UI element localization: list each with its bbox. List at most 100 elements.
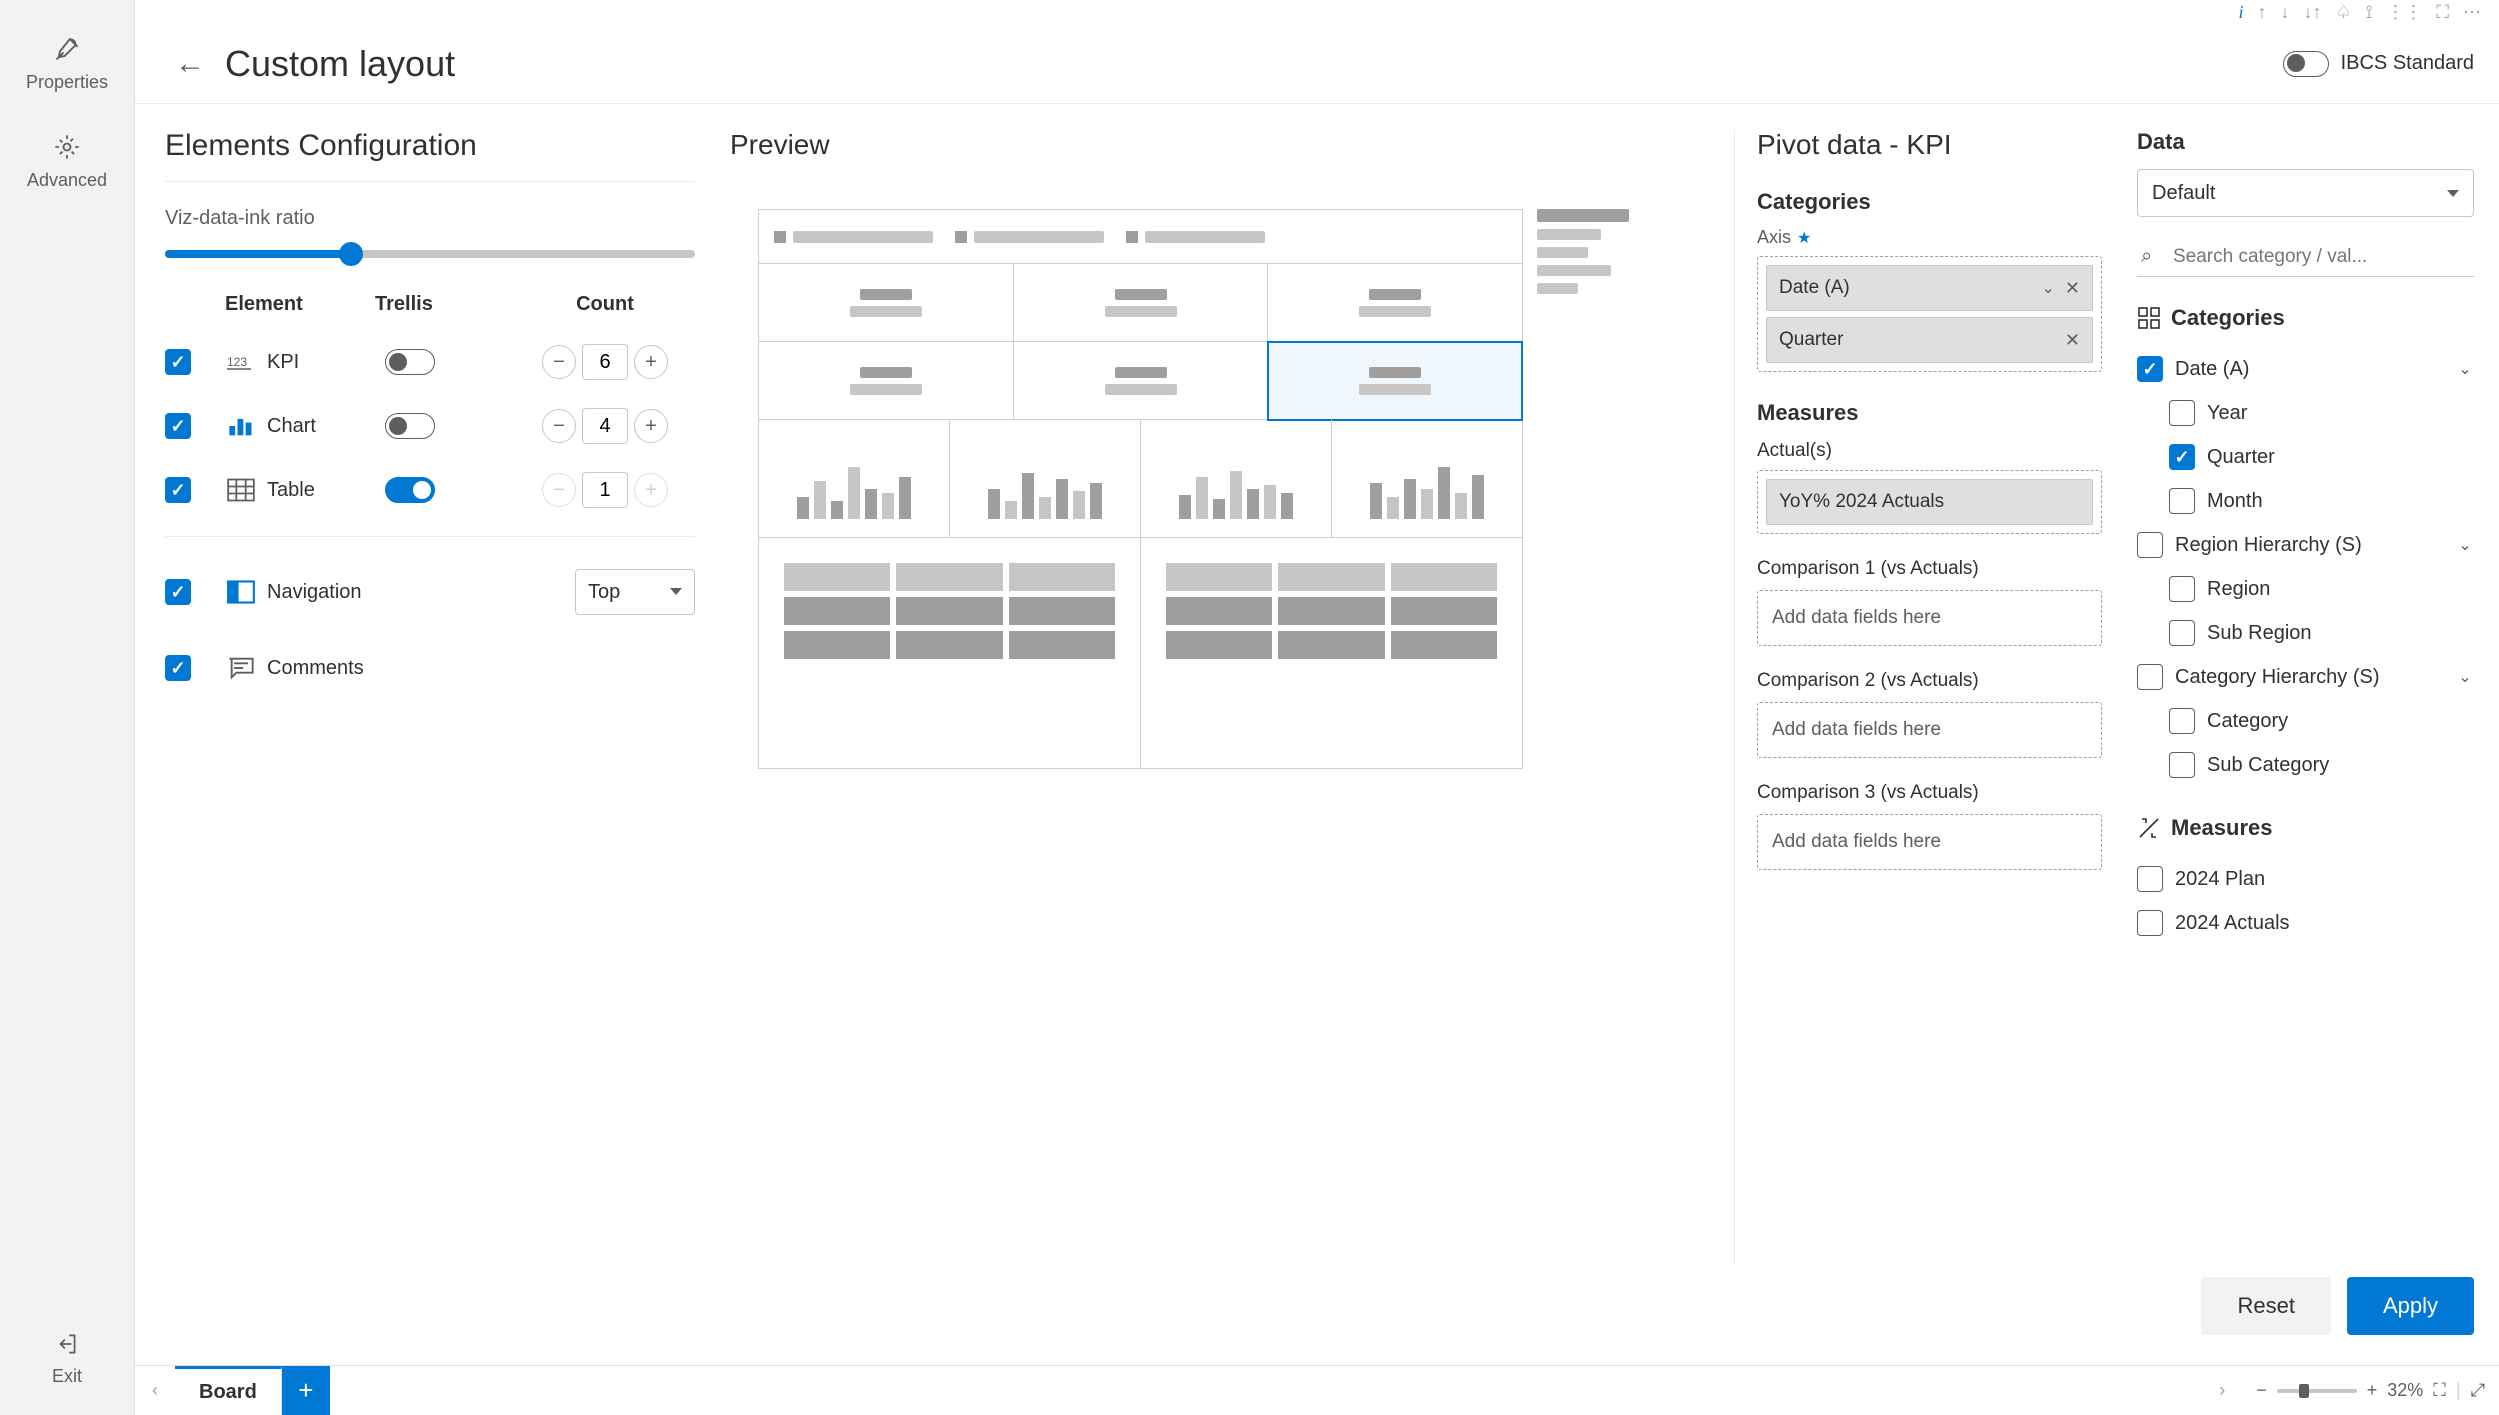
tree-parent[interactable]: Region Hierarchy (S) ⌄ bbox=[2137, 523, 2474, 567]
chart-trellis-toggle[interactable] bbox=[385, 413, 435, 439]
tab-prev[interactable]: ‹ bbox=[135, 1366, 175, 1415]
preview-chart-cell[interactable] bbox=[1332, 420, 1522, 538]
chevron-down-icon[interactable]: ⌄ bbox=[2456, 359, 2474, 379]
focus-icon[interactable]: ⛶ bbox=[2436, 2, 2449, 23]
preview-chart-cell[interactable] bbox=[759, 420, 950, 538]
comparison-drop-zone[interactable]: Add data fields here bbox=[1757, 814, 2102, 870]
tree-label: Region Hierarchy (S) bbox=[2175, 534, 2444, 557]
actuals-drop-zone[interactable]: YoY% 2024 Actuals bbox=[1757, 470, 2102, 534]
search-input[interactable] bbox=[2137, 237, 2474, 277]
kpi-trellis-toggle[interactable] bbox=[385, 349, 435, 375]
pin-icon[interactable]: ⟟ bbox=[2366, 2, 2373, 23]
zoom-slider[interactable] bbox=[2277, 1389, 2357, 1393]
tree-child[interactable]: Sub Region bbox=[2137, 611, 2474, 655]
fit-icon[interactable]: ⛶ bbox=[2433, 1380, 2446, 1401]
hierarchy-icon[interactable]: ♤ bbox=[2336, 2, 2352, 23]
chart-count-input[interactable] bbox=[582, 408, 628, 444]
chevron-down-icon[interactable]: ⌄ bbox=[2042, 278, 2055, 298]
tree-child[interactable]: Month bbox=[2137, 479, 2474, 523]
chart-increment[interactable]: + bbox=[634, 409, 668, 443]
preview-kpi-cell[interactable] bbox=[759, 264, 1014, 342]
preview-kpi-cell[interactable] bbox=[1014, 342, 1269, 420]
kpi-increment[interactable]: + bbox=[634, 345, 668, 379]
preview-kpi-cell[interactable] bbox=[759, 342, 1014, 420]
pivot-title: Pivot data - KPI bbox=[1757, 129, 2102, 161]
preview-kpi-cell[interactable] bbox=[1268, 264, 1522, 342]
back-button[interactable]: ← bbox=[155, 47, 225, 81]
arrow-down-icon[interactable]: ↓ bbox=[2281, 2, 2290, 23]
tree-child[interactable]: Category bbox=[2137, 699, 2474, 743]
table-trellis-toggle[interactable] bbox=[385, 477, 435, 503]
comparison-drop-zone[interactable]: Add data fields here bbox=[1757, 590, 2102, 646]
remove-chip-icon[interactable]: ✕ bbox=[2065, 330, 2080, 351]
kpi-count-input[interactable] bbox=[582, 344, 628, 380]
add-sheet-button[interactable]: + bbox=[282, 1366, 330, 1415]
kpi-label: KPI bbox=[267, 351, 299, 374]
tree-checkbox[interactable] bbox=[2169, 708, 2195, 734]
tree-child[interactable]: Sub Category bbox=[2137, 743, 2474, 787]
tree-child[interactable]: Region bbox=[2137, 567, 2474, 611]
filter-icon[interactable]: ⋮⋮ bbox=[2386, 2, 2422, 23]
tree-checkbox[interactable] bbox=[2169, 488, 2195, 514]
tree-checkbox[interactable] bbox=[2137, 532, 2163, 558]
tree-parent[interactable]: Date (A)⌄ bbox=[2137, 347, 2474, 391]
tree-parent[interactable]: Category Hierarchy (S)⌄ bbox=[2137, 655, 2474, 699]
more-icon[interactable]: ⋯ bbox=[2463, 2, 2481, 23]
preview-table-cell[interactable] bbox=[1141, 538, 1522, 768]
tree-child[interactable]: Year bbox=[2137, 391, 2474, 435]
tree-categories-header: Categories bbox=[2171, 305, 2285, 331]
chart-decrement[interactable]: − bbox=[542, 409, 576, 443]
preview-kpi-cell[interactable] bbox=[1014, 264, 1269, 342]
tree-checkbox[interactable] bbox=[2137, 866, 2163, 892]
nav-checkbox[interactable] bbox=[165, 579, 191, 605]
axis-chip[interactable]: Date (A)⌄✕ bbox=[1766, 265, 2093, 311]
preview-kpi-cell[interactable] bbox=[1268, 342, 1522, 420]
preview-chart-cell[interactable] bbox=[950, 420, 1141, 538]
chart-checkbox[interactable] bbox=[165, 413, 191, 439]
properties-tab[interactable]: Properties bbox=[0, 20, 134, 118]
tree-checkbox[interactable] bbox=[2169, 444, 2195, 470]
advanced-tab[interactable]: Advanced bbox=[0, 118, 134, 216]
comments-checkbox[interactable] bbox=[165, 655, 191, 681]
preview-table-cell[interactable] bbox=[759, 538, 1141, 768]
ibcs-toggle[interactable] bbox=[2283, 51, 2329, 77]
layout-preview[interactable] bbox=[758, 209, 1523, 769]
apply-button[interactable]: Apply bbox=[2347, 1277, 2474, 1335]
zoom-out[interactable]: − bbox=[2256, 1380, 2267, 1401]
table-count-input[interactable] bbox=[582, 472, 628, 508]
arrow-up-icon[interactable]: ↑ bbox=[2258, 2, 2267, 23]
axis-chip[interactable]: Quarter✕ bbox=[1766, 317, 2093, 363]
data-source-select[interactable]: Default bbox=[2137, 169, 2474, 217]
reset-button[interactable]: Reset bbox=[2201, 1277, 2330, 1335]
tree-measure[interactable]: 2024 Plan bbox=[2137, 857, 2474, 901]
comparison-drop-zone[interactable]: Add data fields here bbox=[1757, 702, 2102, 758]
remove-chip-icon[interactable]: ✕ bbox=[2065, 278, 2080, 299]
info-icon[interactable]: i bbox=[2239, 2, 2244, 23]
chevron-down-icon[interactable]: ⌄ bbox=[2456, 667, 2474, 687]
axis-drop-zone[interactable]: Date (A)⌄✕Quarter✕ bbox=[1757, 256, 2102, 372]
tree-checkbox[interactable] bbox=[2169, 400, 2195, 426]
nav-position-select[interactable]: Top bbox=[575, 569, 695, 615]
tree-checkbox[interactable] bbox=[2169, 752, 2195, 778]
viz-ink-slider[interactable] bbox=[165, 250, 695, 258]
slider-thumb[interactable] bbox=[339, 242, 363, 266]
tree-measure[interactable]: 2024 Actuals bbox=[2137, 901, 2474, 945]
measure-chip[interactable]: YoY% 2024 Actuals bbox=[1766, 479, 2093, 525]
tree-checkbox[interactable] bbox=[2137, 910, 2163, 936]
zoom-in[interactable]: + bbox=[2367, 1380, 2378, 1401]
kpi-checkbox[interactable] bbox=[165, 349, 191, 375]
preview-chart-cell[interactable] bbox=[1141, 420, 1332, 538]
exit-button[interactable]: Exit bbox=[0, 1313, 134, 1415]
tree-checkbox[interactable] bbox=[2137, 664, 2163, 690]
tree-checkbox[interactable] bbox=[2169, 620, 2195, 646]
arrow-updown-icon[interactable]: ↓↑ bbox=[2304, 2, 2322, 23]
chevron-down-icon[interactable]: ⌄ bbox=[2456, 535, 2474, 555]
tree-checkbox[interactable] bbox=[2169, 576, 2195, 602]
sheet-tab[interactable]: Board bbox=[175, 1366, 282, 1415]
table-checkbox[interactable] bbox=[165, 477, 191, 503]
focus-mode-icon[interactable]: ⤢ bbox=[2471, 1380, 2485, 1401]
kpi-decrement[interactable]: − bbox=[542, 345, 576, 379]
tree-child[interactable]: Quarter bbox=[2137, 435, 2474, 479]
tree-checkbox[interactable] bbox=[2137, 356, 2163, 382]
tab-next[interactable]: › bbox=[2202, 1366, 2242, 1415]
